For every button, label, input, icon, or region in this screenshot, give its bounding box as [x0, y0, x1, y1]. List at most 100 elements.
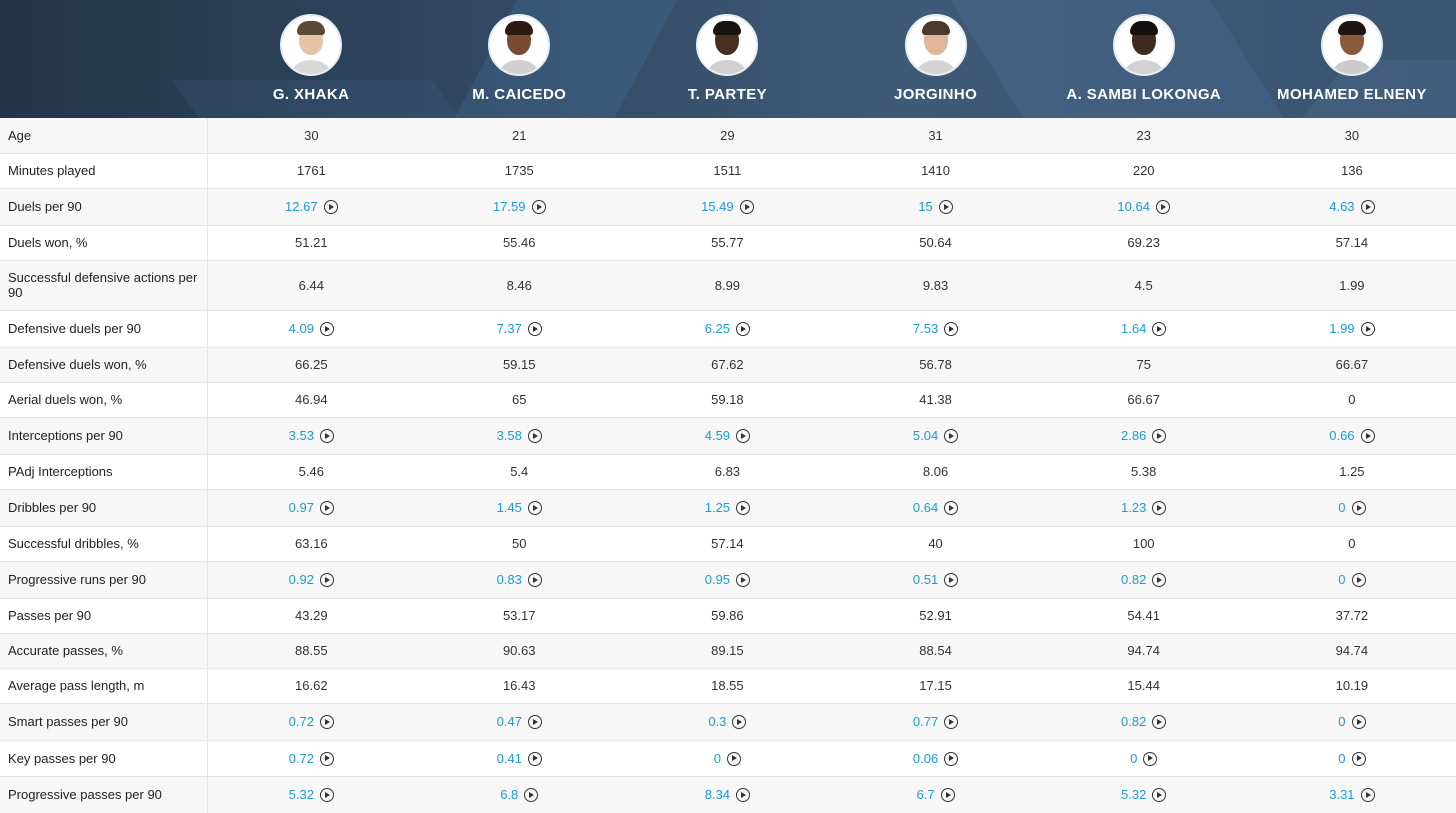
stat-value[interactable]: 0.82: [1121, 572, 1147, 587]
player-name[interactable]: G. XHAKA: [272, 86, 350, 103]
player-avatar[interactable]: [280, 14, 343, 76]
stat-value[interactable]: 6.8: [500, 787, 519, 802]
stat-cell[interactable]: 0: [1247, 740, 1456, 777]
stat-value[interactable]: 4.09: [288, 321, 314, 336]
play-circle-icon[interactable]: [944, 322, 959, 336]
stat-value[interactable]: 0.95: [704, 572, 731, 587]
play-circle-icon[interactable]: [727, 751, 741, 766]
player-avatar[interactable]: [488, 14, 551, 76]
stat-value[interactable]: 0.72: [288, 714, 314, 729]
stat-value[interactable]: 0.77: [912, 714, 939, 729]
stat-value[interactable]: 0.3: [708, 714, 727, 729]
stat-cell[interactable]: 5.32: [1039, 776, 1248, 813]
stat-value[interactable]: 0: [1338, 714, 1346, 729]
stat-cell[interactable]: 0.82: [1039, 703, 1248, 741]
play-circle-icon[interactable]: [319, 788, 334, 802]
stat-cell[interactable]: 2.86: [1039, 417, 1248, 455]
player-name[interactable]: MOHAMED ELNENY: [1277, 86, 1427, 103]
play-circle-icon[interactable]: [323, 200, 338, 214]
player-avatar[interactable]: [696, 14, 759, 76]
play-circle-icon[interactable]: [1152, 788, 1167, 802]
stat-value[interactable]: 0.06: [912, 750, 939, 766]
stat-value[interactable]: 15: [918, 199, 933, 214]
stat-value[interactable]: 8.34: [704, 787, 731, 802]
play-circle-icon[interactable]: [527, 501, 542, 515]
stat-value[interactable]: 1.99: [1329, 321, 1355, 336]
stat-cell[interactable]: 0.77: [831, 703, 1040, 741]
stat-cell[interactable]: 7.37: [415, 310, 624, 348]
play-circle-icon[interactable]: [1360, 788, 1375, 802]
player-name[interactable]: A. SAMBI LOKONGA: [1066, 86, 1222, 103]
stat-cell[interactable]: 1.25: [623, 489, 832, 527]
stat-cell[interactable]: 5.32: [207, 776, 416, 813]
stat-value[interactable]: 17.59: [492, 199, 526, 214]
play-circle-icon[interactable]: [319, 573, 334, 587]
play-circle-icon[interactable]: [944, 501, 959, 515]
stat-value[interactable]: 0.51: [912, 572, 939, 587]
stat-value[interactable]: 4.59: [704, 428, 731, 443]
stat-cell[interactable]: 0.66: [1247, 417, 1456, 455]
stat-value[interactable]: 1.25: [704, 500, 731, 515]
play-circle-icon[interactable]: [1360, 429, 1375, 443]
stat-value[interactable]: 3.31: [1329, 787, 1355, 802]
stat-value[interactable]: 6.25: [704, 321, 731, 336]
play-circle-icon[interactable]: [531, 200, 546, 214]
play-circle-icon[interactable]: [944, 715, 959, 729]
stat-cell[interactable]: 12.67: [207, 188, 416, 226]
play-circle-icon[interactable]: [319, 715, 334, 729]
play-circle-icon[interactable]: [1152, 501, 1167, 515]
stat-value[interactable]: 4.63: [1329, 199, 1355, 214]
stat-cell[interactable]: 1.99: [1247, 310, 1456, 348]
stat-cell[interactable]: 1.64: [1039, 310, 1248, 348]
stat-value[interactable]: 5.32: [288, 787, 314, 802]
stat-value[interactable]: 3.58: [496, 428, 522, 443]
stat-value[interactable]: 0.41: [496, 750, 522, 766]
play-circle-icon[interactable]: [1152, 715, 1167, 729]
stat-value[interactable]: 12.67: [285, 199, 318, 214]
stat-cell[interactable]: 0: [1039, 740, 1248, 777]
stat-cell[interactable]: 3.58: [415, 417, 624, 455]
player-avatar[interactable]: [1320, 14, 1383, 76]
play-circle-icon[interactable]: [1155, 200, 1170, 214]
stat-cell[interactable]: 3.31: [1247, 776, 1456, 813]
stat-value[interactable]: 0.66: [1329, 428, 1355, 443]
stat-cell[interactable]: 7.53: [831, 310, 1040, 348]
play-circle-icon[interactable]: [527, 429, 542, 443]
stat-value[interactable]: 0.92: [288, 572, 314, 587]
stat-cell[interactable]: 0.92: [207, 561, 416, 599]
stat-cell[interactable]: 0.51: [831, 561, 1040, 599]
stat-cell[interactable]: 0.3: [623, 703, 832, 741]
play-circle-icon[interactable]: [732, 715, 747, 729]
stat-value[interactable]: 0: [1338, 750, 1346, 766]
play-circle-icon[interactable]: [940, 788, 955, 802]
play-circle-icon[interactable]: [319, 751, 334, 766]
stat-cell[interactable]: 1.23: [1039, 489, 1248, 527]
stat-value[interactable]: 3.53: [288, 428, 314, 443]
play-circle-icon[interactable]: [1351, 751, 1366, 766]
stat-cell[interactable]: 4.63: [1247, 188, 1456, 226]
play-circle-icon[interactable]: [1152, 573, 1167, 587]
stat-cell[interactable]: 0.95: [623, 561, 832, 599]
stat-cell[interactable]: 0: [1247, 703, 1456, 741]
stat-value[interactable]: 0.64: [912, 500, 939, 515]
stat-value[interactable]: 6.7: [916, 787, 935, 802]
play-circle-icon[interactable]: [736, 788, 751, 802]
play-circle-icon[interactable]: [527, 751, 542, 766]
play-circle-icon[interactable]: [527, 573, 542, 587]
stat-cell[interactable]: 6.7: [831, 776, 1040, 813]
stat-value[interactable]: 1.45: [496, 500, 522, 515]
stat-cell[interactable]: 1.45: [415, 489, 624, 527]
stat-value[interactable]: 15.49: [701, 199, 734, 214]
stat-cell[interactable]: 15.49: [623, 188, 832, 226]
stat-value[interactable]: 0.47: [496, 714, 522, 729]
stat-value[interactable]: 7.37: [496, 321, 522, 336]
stat-cell[interactable]: 0: [1247, 561, 1456, 599]
stat-cell[interactable]: 8.34: [623, 776, 832, 813]
play-circle-icon[interactable]: [736, 501, 751, 515]
stat-cell[interactable]: 0.06: [831, 740, 1040, 777]
player-avatar[interactable]: [1112, 14, 1175, 76]
stat-value[interactable]: 10.64: [1117, 199, 1150, 214]
stat-value[interactable]: 2.86: [1121, 428, 1147, 443]
player-avatar[interactable]: [904, 14, 967, 76]
stat-cell[interactable]: 0.72: [207, 740, 416, 777]
